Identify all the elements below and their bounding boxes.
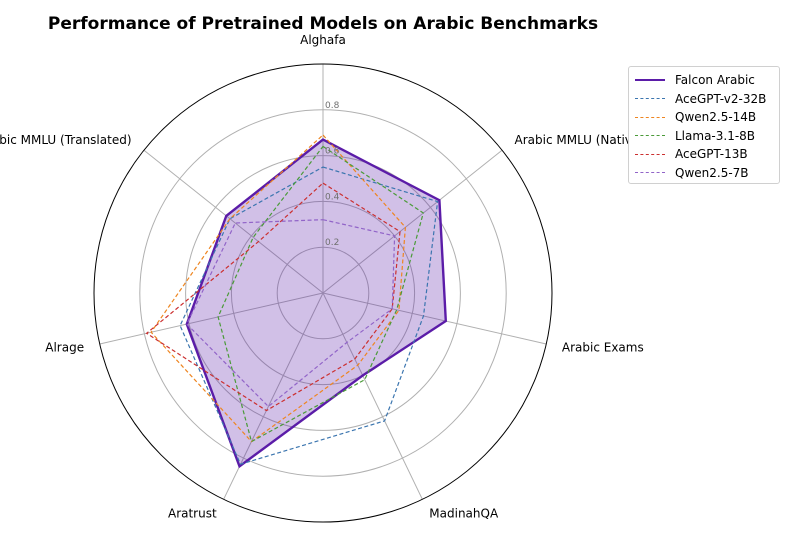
category-label: Arabic Exams [562, 341, 644, 355]
legend-label: AceGPT-13B [675, 147, 748, 162]
label-layer: 0.2 0.4 0.6 0.8 Alghafa Arabic MMLU (Native) A… [0, 33, 644, 521]
category-label: Aratrust [168, 507, 217, 521]
grid-spoke [99, 292, 324, 345]
series-line [185, 138, 448, 469]
radial-tick-label: 0.2 [325, 238, 339, 248]
legend-item: AceGPT-v2-32B [635, 90, 773, 109]
legend-label: AceGPT-v2-32B [675, 91, 767, 106]
legend-item: Qwen2.5-7B [635, 164, 773, 183]
series-layer [145, 134, 448, 469]
radial-tick-label: 0.4 [325, 192, 340, 202]
legend-swatch [635, 135, 665, 137]
legend-swatch [635, 153, 665, 155]
series-line [150, 134, 407, 443]
legend-swatch [635, 79, 665, 82]
radial-tick-label: 0.8 [325, 101, 340, 111]
chart-title: Performance of Pretrained Models on Arab… [47, 14, 599, 34]
series-line [217, 145, 424, 443]
series-line [186, 219, 396, 408]
series-fill [186, 139, 446, 467]
legend-item: AceGPT-13B [635, 145, 773, 164]
legend-label: Falcon Arabic [675, 73, 755, 88]
legend-swatch [635, 172, 665, 174]
legend-item: Llama-3.1-8B [635, 127, 773, 146]
grid-spoke [322, 292, 423, 500]
legend-label: Llama-3.1-8B [675, 128, 756, 143]
series-line [179, 166, 439, 465]
category-label: Arabic MMLU (Translated) [0, 133, 132, 147]
grid-layer [93, 63, 553, 523]
category-label: MadinahQA [429, 507, 499, 521]
legend-swatch [635, 116, 665, 118]
legend-label: Qwen2.5-14B [675, 110, 757, 125]
grid-spoke [322, 149, 503, 294]
category-label: Alrage [45, 341, 84, 355]
legend-swatch [635, 98, 665, 100]
series-line [145, 182, 401, 412]
radar-frame [93, 63, 553, 523]
radial-tick-label: 0.6 [325, 147, 340, 157]
grid-spoke [143, 149, 324, 294]
category-label: Alghafa [300, 33, 346, 47]
legend-label: Qwen2.5-7B [675, 165, 749, 180]
legend: Falcon Arabic AceGPT-v2-32B Qwen2.5-14B Lla… [628, 66, 780, 184]
legend-item: Falcon Arabic [635, 71, 773, 90]
grid-spoke [322, 292, 547, 345]
legend-item: Qwen2.5-14B [635, 108, 773, 127]
category-label: Arabic MMLU (Native) [515, 133, 644, 147]
